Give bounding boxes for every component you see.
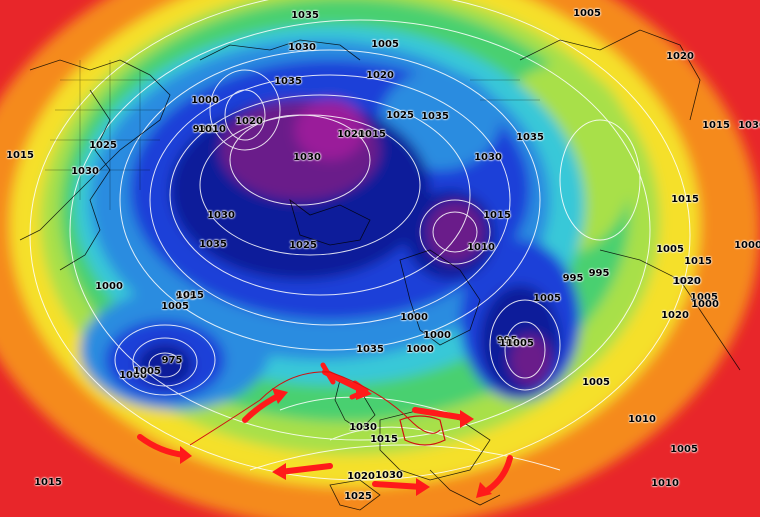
arrow-westward-med — [277, 463, 333, 475]
pressure-label: 1035 — [274, 76, 302, 87]
pressure-label: 1035 — [199, 239, 227, 250]
thin-red-contour — [189, 371, 441, 446]
pressure-label: 1030 — [474, 152, 502, 163]
pressure-label: 1030 — [288, 42, 316, 53]
pressure-label: 1000 — [95, 281, 123, 292]
pressure-label: 1005 — [161, 301, 189, 312]
arrowhead-3 — [356, 382, 372, 400]
pressure-label: 1015 — [702, 120, 730, 131]
pressure-label: 1020 — [673, 276, 701, 287]
pressure-label: 1015 — [34, 477, 62, 488]
arrow-north-sea — [412, 407, 468, 421]
arrow-balkans — [485, 455, 513, 493]
pressure-label: 1035 — [421, 111, 449, 122]
pressure-label: 1005 — [656, 244, 684, 255]
pressure-label: 995 — [496, 335, 518, 346]
pressure-label: 1030 — [207, 210, 235, 221]
pressure-label: 1010 — [628, 414, 656, 425]
pressure-label: 1005 — [506, 338, 534, 349]
pressure-label: 1030 — [349, 422, 377, 433]
pressure-label: 1025 — [289, 240, 317, 251]
pressure-label: 1025 — [89, 140, 117, 151]
arrowhead-4 — [460, 410, 474, 428]
pressure-label: 1030 — [738, 120, 760, 131]
pressure-label: 1010 — [467, 242, 495, 253]
pressure-label: 1020 — [661, 310, 689, 321]
pressure-label: 1015 — [483, 210, 511, 221]
pressure-label: 1000 — [691, 299, 719, 310]
pressure-label: 1030 — [375, 470, 403, 481]
arrowhead-7 — [416, 478, 430, 496]
pressure-label: 1010 — [672, 276, 700, 287]
pressure-label: 1005 — [133, 366, 161, 377]
pressure-label: 1005 — [690, 292, 718, 303]
pressure-label: 1020 — [366, 70, 394, 81]
pressure-label: 1000 — [734, 240, 760, 251]
pressure-label: 1025 — [344, 491, 372, 502]
pressure-label: 995 — [175, 291, 197, 302]
pressure-label: 1005 — [533, 293, 561, 304]
grid-lines — [45, 60, 540, 210]
pressure-label: 1035 — [356, 344, 384, 355]
pressure-label: 1020 — [347, 471, 375, 482]
pressure-label: 1015 — [358, 129, 386, 140]
arrowhead-1 — [180, 446, 192, 464]
arrow-iberia — [372, 481, 425, 490]
pressure-label: 1035 — [291, 10, 319, 21]
pressure-label: 1000 — [119, 370, 147, 381]
pressure-label: 1015 — [684, 256, 712, 267]
arrowhead-6 — [272, 463, 286, 480]
pressure-label: 1035 — [516, 132, 544, 143]
pressure-label: 1000 — [406, 344, 434, 355]
arrowhead-5 — [476, 482, 492, 498]
pressure-label: 975 — [161, 355, 183, 366]
pressure-label: 1035 — [499, 338, 527, 349]
pressure-label: 1030 — [71, 166, 99, 177]
pressure-label: 1000 — [400, 312, 428, 323]
pressure-label: 1025 — [386, 110, 414, 121]
pressure-label: 1010 — [198, 124, 226, 135]
pressure-label: 1005 — [573, 8, 601, 19]
pressure-label: 1010 — [651, 478, 679, 489]
pressure-label: 1005 — [670, 444, 698, 455]
pressure-label: 1005 — [371, 39, 399, 50]
arrowhead-2 — [272, 388, 288, 404]
pressure-label: 995 — [562, 273, 584, 284]
pressure-label: 995 — [588, 268, 610, 279]
pressure-label: 1005 — [582, 377, 610, 388]
pressure-label: 1000 — [423, 330, 451, 341]
pressure-label: 1015 — [6, 150, 34, 161]
pressure-label: 1015 — [176, 290, 204, 301]
arrowheads — [180, 382, 492, 498]
pressure-label: 1020 — [337, 129, 365, 140]
pressure-label: 1020 — [235, 116, 263, 127]
pressure-label: 995 — [192, 124, 214, 135]
pressure-label: 1015 — [370, 434, 398, 445]
pressure-label: 1020 — [666, 51, 694, 62]
pressure-label: 1000 — [191, 95, 219, 106]
pressure-label: 1030 — [293, 152, 321, 163]
pressure-label: 1015 — [671, 194, 699, 205]
